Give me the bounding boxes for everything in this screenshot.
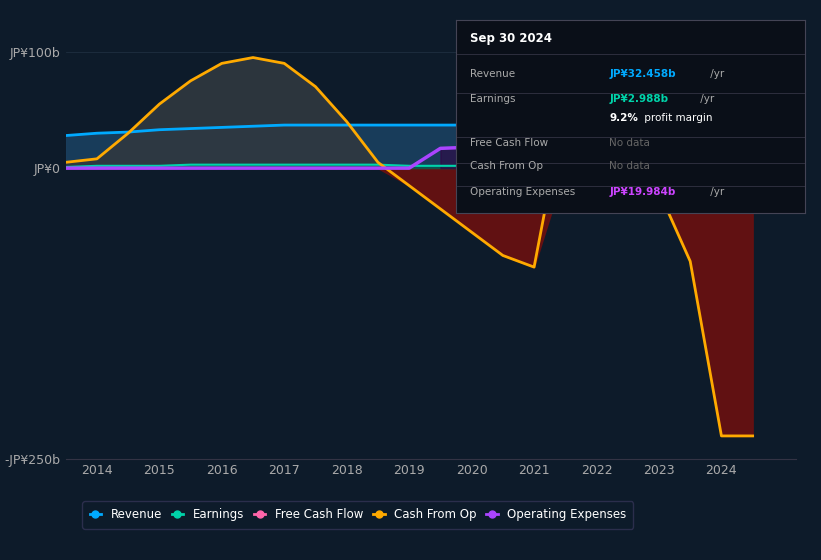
Legend: Revenue, Earnings, Free Cash Flow, Cash From Op, Operating Expenses: Revenue, Earnings, Free Cash Flow, Cash …	[82, 501, 634, 529]
Text: No data: No data	[609, 138, 650, 148]
Text: Free Cash Flow: Free Cash Flow	[470, 138, 548, 148]
Text: JP¥32.458b: JP¥32.458b	[609, 69, 676, 79]
Text: No data: No data	[609, 161, 650, 171]
Text: /yr: /yr	[697, 94, 714, 104]
Text: profit margin: profit margin	[640, 113, 712, 123]
Text: Revenue: Revenue	[470, 69, 515, 79]
Text: Operating Expenses: Operating Expenses	[470, 186, 575, 197]
Text: /yr: /yr	[707, 69, 724, 79]
Text: 9.2%: 9.2%	[609, 113, 638, 123]
Text: /yr: /yr	[707, 186, 724, 197]
Text: Sep 30 2024: Sep 30 2024	[470, 32, 552, 45]
Text: Cash From Op: Cash From Op	[470, 161, 543, 171]
Text: JP¥2.988b: JP¥2.988b	[609, 94, 668, 104]
Text: JP¥19.984b: JP¥19.984b	[609, 186, 676, 197]
Text: Earnings: Earnings	[470, 94, 515, 104]
